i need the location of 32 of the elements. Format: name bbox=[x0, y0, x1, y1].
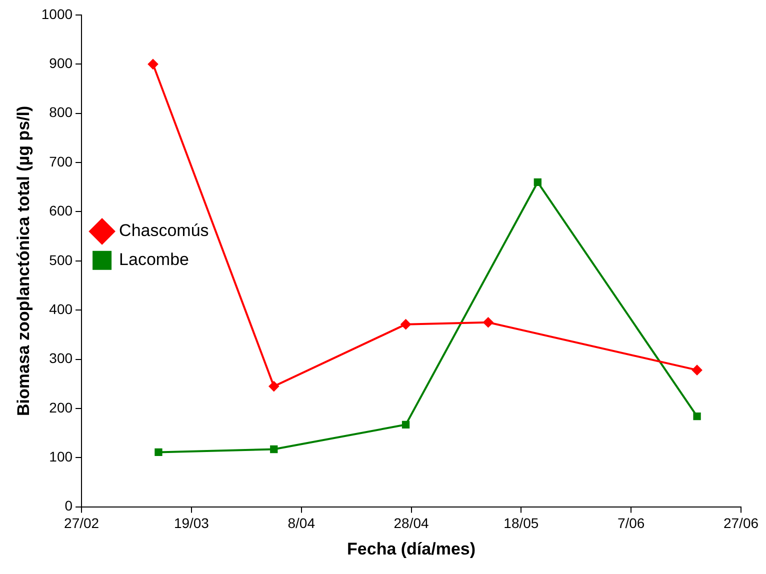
x-axis-title: Fecha (día/mes) bbox=[347, 539, 476, 558]
y-tick-label: 300 bbox=[49, 350, 73, 366]
x-tick-label: 27/06 bbox=[723, 515, 759, 532]
y-tick-label: 100 bbox=[49, 448, 73, 464]
point bbox=[270, 445, 278, 454]
y-tick-label: 700 bbox=[49, 153, 73, 170]
x-tick-label: 28/04 bbox=[394, 515, 429, 532]
y-tick-label: 0 bbox=[64, 498, 73, 514]
y-tick-label: 500 bbox=[49, 252, 73, 268]
y-tick-label: 800 bbox=[49, 104, 73, 120]
x-tick-label: 18/05 bbox=[504, 515, 539, 532]
x-tick-label: 8/04 bbox=[288, 515, 316, 532]
y-tick-label: 900 bbox=[49, 55, 73, 72]
y-tick-label: 600 bbox=[49, 202, 73, 219]
point bbox=[268, 381, 279, 392]
y-axis-title: Biomasa zooplanctónica total (µg ps/l) bbox=[14, 106, 33, 416]
legend-label: Lacombe bbox=[119, 250, 189, 270]
x-tick-label: 7/06 bbox=[617, 515, 645, 532]
y-tick-label: 200 bbox=[49, 399, 73, 416]
point bbox=[148, 59, 158, 70]
point bbox=[692, 365, 702, 376]
y-tick-label: 400 bbox=[49, 300, 73, 317]
point bbox=[402, 420, 410, 428]
point bbox=[400, 319, 411, 330]
x-tick-label: 19/03 bbox=[174, 515, 210, 532]
legend-label: Chascomús bbox=[119, 221, 209, 240]
point bbox=[154, 448, 162, 456]
point bbox=[534, 178, 542, 186]
y-tick-label: 1000 bbox=[41, 6, 73, 22]
point bbox=[693, 412, 701, 420]
point bbox=[483, 317, 494, 328]
x-tick-label: 27/02 bbox=[64, 515, 100, 532]
